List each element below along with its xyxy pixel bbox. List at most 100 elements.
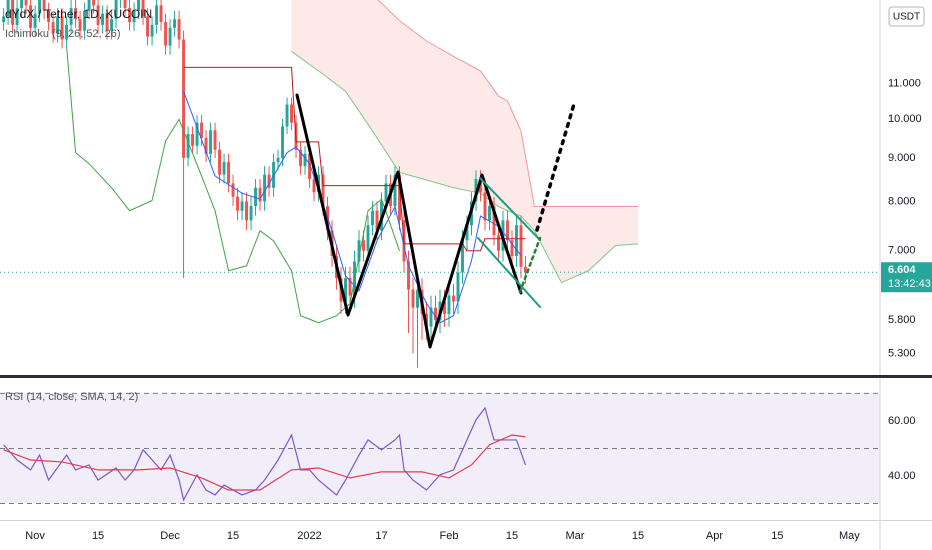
currency-label[interactable]: USDT (893, 12, 920, 23)
x-tick-label: Mar (565, 530, 584, 542)
candle-body (42, 0, 46, 11)
candle-body (200, 122, 204, 138)
y-tick-label: 8.000 (888, 195, 916, 207)
y-tick-label: 5.300 (888, 347, 916, 359)
cloud-fill (291, 0, 638, 283)
candle-body (344, 278, 347, 302)
candle-body (74, 8, 78, 20)
candle-body (168, 27, 172, 46)
candle-body (384, 183, 388, 202)
candle-body (465, 225, 469, 241)
projection-dots (535, 102, 576, 232)
candle-body (375, 210, 379, 231)
candle-body (434, 307, 437, 321)
x-tick-label: 15 (506, 530, 518, 542)
candle-body (258, 187, 262, 202)
candle-body (155, 5, 159, 25)
candle-body (182, 39, 186, 158)
candle-body (110, 19, 114, 31)
candle-body (263, 174, 267, 202)
candle-body (456, 272, 460, 302)
x-tick-label: May (839, 530, 860, 542)
rsi-label: RSI (14, close, SMA, 14, 2) (5, 391, 138, 403)
candle-body (492, 206, 496, 236)
candle-body (29, 5, 33, 28)
candle-body (2, 16, 6, 23)
senkou-b-line (377, 0, 638, 208)
candle-body (33, 13, 37, 28)
rsi-line (3, 434, 526, 491)
projection-dots (518, 236, 542, 294)
candle-body (146, 16, 150, 37)
y-tick-label: 10.000 (888, 113, 922, 125)
candle-body (483, 192, 487, 221)
candle-body (51, 22, 55, 34)
currency-badge[interactable] (888, 6, 925, 27)
candle-body (357, 240, 361, 262)
x-tick-label: Dec (160, 530, 180, 542)
last-price-label: 6.604 (888, 264, 916, 276)
candle-body (65, 24, 69, 40)
indicator-label: Ichimoku (9, 26, 52, 26) (5, 28, 121, 40)
candle-body (96, 5, 100, 25)
candle-body (6, 0, 10, 17)
x-tick-label: 2022 (297, 530, 321, 542)
candle-body (56, 16, 60, 34)
candle-body (20, 0, 24, 9)
wedge-lower (477, 237, 541, 308)
y-tick-label: 60.00 (888, 415, 916, 427)
candle-body (128, 8, 132, 23)
candle-body (348, 278, 352, 296)
candle-body (407, 261, 410, 290)
ichimoku-line (183, 66, 526, 252)
candle-body (371, 210, 374, 226)
candle-body (195, 122, 199, 146)
candle-body (78, 19, 82, 31)
candle-body (249, 206, 253, 221)
y-tick-label: 11.000 (888, 78, 921, 90)
candle-body (141, 0, 145, 17)
chart-title: dYdX / Tether, 1D, KUCOIN (5, 7, 152, 21)
candle-body (47, 10, 51, 23)
candle-body (497, 235, 500, 251)
candle-body (312, 178, 316, 193)
candle-body (173, 19, 177, 28)
x-tick-label: Apr (706, 530, 723, 542)
candle-body (362, 240, 365, 251)
candle-body (60, 16, 64, 40)
pattern-drawing (295, 93, 576, 349)
candle-body (101, 13, 105, 25)
candle-body (132, 10, 136, 23)
candle-body (164, 22, 168, 46)
candle-body (281, 126, 284, 158)
candle-body (285, 104, 289, 127)
x-tick-label: 15 (92, 530, 104, 542)
x-tick-label: 15 (227, 530, 239, 542)
candle-body (515, 225, 518, 257)
x-tick-label: 17 (375, 530, 387, 542)
candle-body (321, 174, 325, 207)
y-tick-label: 5.800 (888, 314, 916, 326)
candle-body (299, 149, 302, 167)
candle-body (222, 162, 226, 175)
x-tick-label: Feb (440, 530, 459, 542)
candle-body (519, 225, 523, 267)
candle-body (231, 183, 235, 197)
candle-body (69, 8, 73, 25)
candle-body (87, 0, 91, 11)
candle-body (114, 0, 118, 20)
candle-body (276, 157, 280, 163)
candle-body (240, 201, 244, 211)
candle-body (254, 187, 258, 207)
candle-body (236, 196, 240, 211)
candle-body (177, 19, 181, 40)
candle-body (186, 134, 190, 158)
candle-body (159, 5, 163, 23)
candle-body (11, 0, 15, 25)
candle-body (393, 174, 397, 207)
candle-body (510, 240, 514, 257)
candle-body (15, 8, 19, 25)
ichimoku-line (66, 46, 400, 324)
